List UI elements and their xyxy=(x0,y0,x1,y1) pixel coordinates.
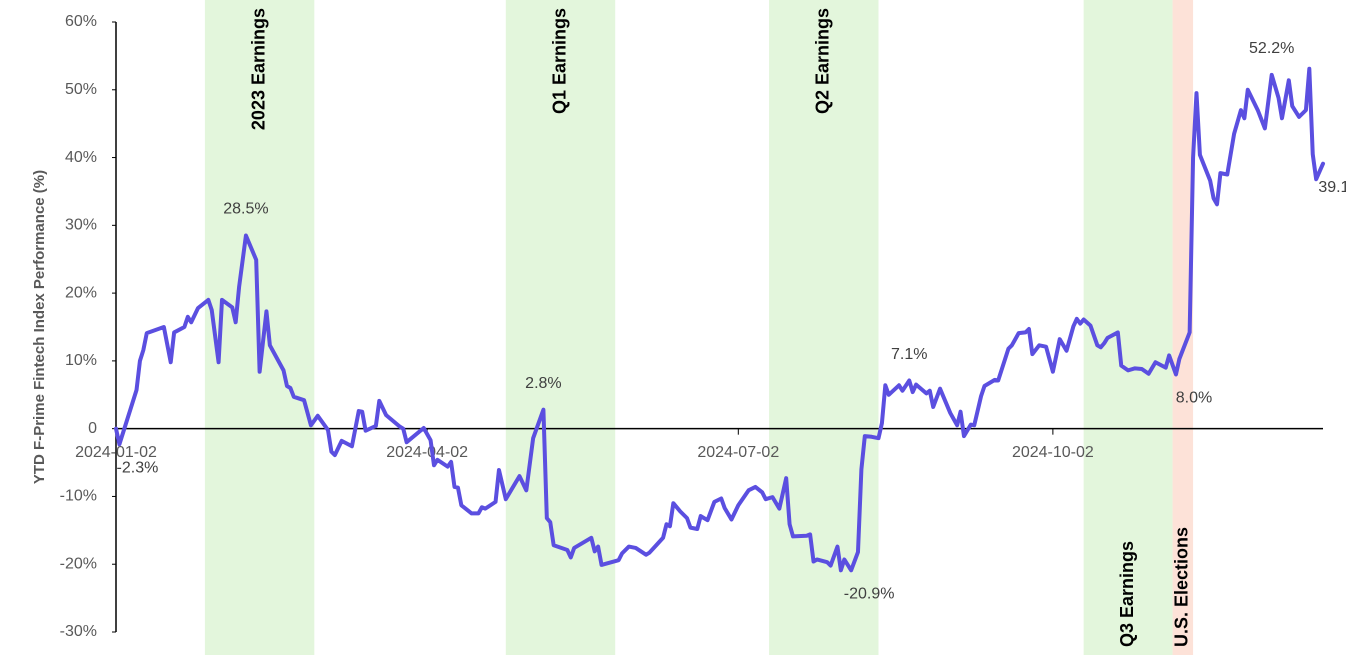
value-label: 2.8% xyxy=(525,375,561,392)
band-label: Q3 Earnings xyxy=(1117,541,1137,647)
x-tick-label: 2024-01-02 xyxy=(75,444,157,461)
event-band xyxy=(769,0,879,655)
y-tick-label: 40% xyxy=(65,149,97,166)
event-band xyxy=(1172,0,1194,655)
y-tick-label: 50% xyxy=(65,81,97,98)
y-tick-label: 60% xyxy=(65,13,97,30)
value-label: 39.1% xyxy=(1318,179,1346,196)
value-label: 52.2% xyxy=(1249,40,1294,57)
y-axis-title: YTD F-Prime Fintech Index Performance (%… xyxy=(31,170,48,484)
value-label: -20.9% xyxy=(844,586,895,603)
value-label: 28.5% xyxy=(223,201,268,218)
value-label: -2.3% xyxy=(117,459,159,476)
band-label: U.S. Elections xyxy=(1172,527,1192,647)
x-tick-label: 2024-10-02 xyxy=(1012,444,1094,461)
band-label: Q1 Earnings xyxy=(549,8,569,114)
axes-layer: -30% -20% -10% 0 10% 20% 30% 40% 50% 60% 2024-01-0… xyxy=(60,13,1323,640)
y-tick-label: -20% xyxy=(60,555,97,572)
y-tick-label: 10% xyxy=(65,352,97,369)
event-band xyxy=(1083,0,1173,655)
band-label: 2023 Earnings xyxy=(248,8,268,130)
y-tick-label: 30% xyxy=(65,217,97,234)
y-tick-label: 0 xyxy=(88,420,97,437)
x-tick-label: 2024-04-02 xyxy=(386,444,468,461)
value-label: 7.1% xyxy=(891,346,927,363)
x-tick-label: 2024-07-02 xyxy=(697,444,779,461)
value-label: 8.0% xyxy=(1176,390,1212,407)
y-tick-label: 20% xyxy=(65,284,97,301)
y-tick-label: -10% xyxy=(60,488,97,505)
band-layer: 2023 Earnings Q1 Earnings Q2 Earnings Q3 Ea… xyxy=(204,0,1194,655)
mark-layer: -2.3% 28.5% 2.8% -20.9% 7.1% 8.0% 52.2% 39.1% xyxy=(114,40,1346,603)
y-tick-label: -30% xyxy=(60,623,97,640)
index-line xyxy=(114,66,1325,573)
band-label: Q2 Earnings xyxy=(813,8,833,114)
